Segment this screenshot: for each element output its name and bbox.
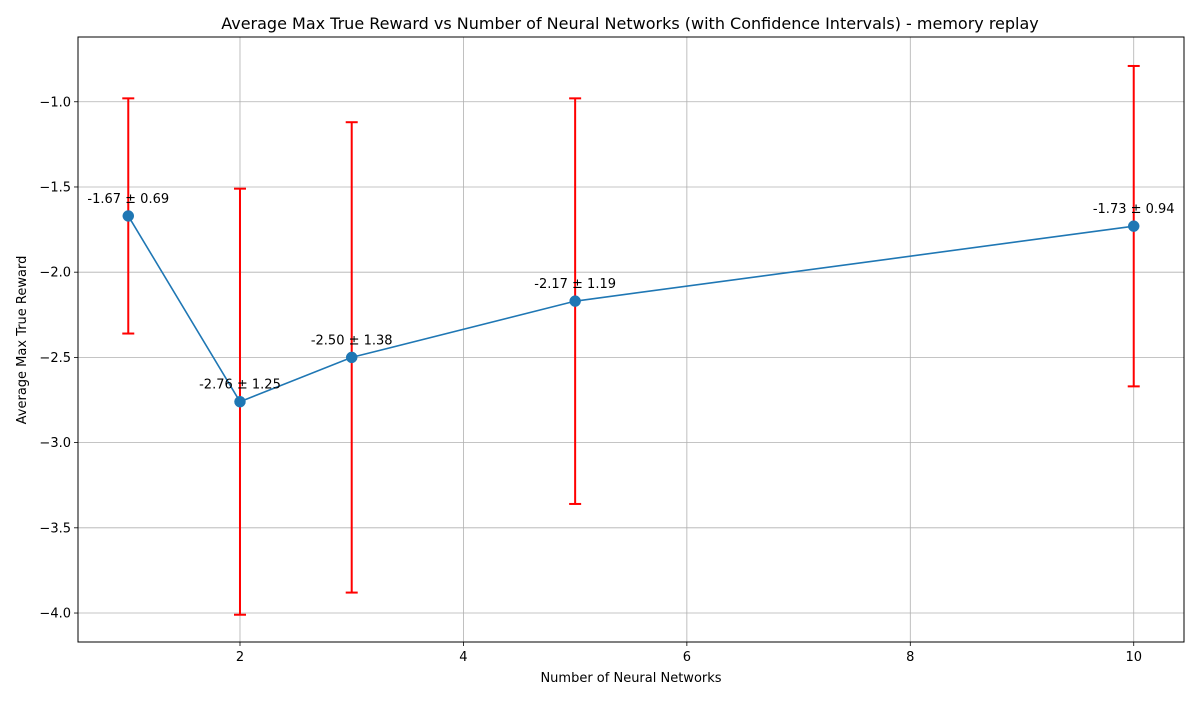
y-tick-label: −2.5 bbox=[39, 351, 71, 366]
y-tick-label: −3.0 bbox=[39, 436, 71, 451]
data-labels: -1.67 ± 0.69 -2.76 ± 1.25 -2.50 ± 1.38 -2.1… bbox=[87, 192, 1174, 393]
data-label: -2.17 ± 1.19 bbox=[534, 277, 616, 292]
x-axis-label: Number of Neural Networks bbox=[540, 671, 721, 686]
data-point bbox=[122, 210, 135, 222]
error-bars bbox=[122, 64, 1140, 616]
x-tick-label: 6 bbox=[683, 650, 691, 665]
x-tick-label: 10 bbox=[1125, 650, 1142, 665]
x-tick-label: 8 bbox=[906, 650, 914, 665]
y-tick-label: −3.5 bbox=[39, 521, 71, 536]
data-point bbox=[345, 351, 358, 364]
series-line-path bbox=[127, 215, 1134, 403]
y-axis-ticks: −4.0 −3.5 −3.0 −2.5 −2.0 −1.5 −1.0 bbox=[39, 95, 78, 622]
data-points bbox=[122, 210, 1140, 408]
y-tick-label: −1.0 bbox=[39, 95, 71, 110]
data-label: -2.76 ± 1.25 bbox=[199, 378, 281, 393]
y-tick-label: −2.0 bbox=[39, 266, 71, 281]
data-point bbox=[569, 295, 581, 307]
y-tick-label: −4.0 bbox=[39, 607, 71, 622]
x-axis-ticks: 2 4 6 8 10 bbox=[236, 642, 1142, 665]
x-tick-label: 2 bbox=[236, 650, 244, 665]
x-tick-label: 4 bbox=[459, 650, 467, 665]
data-label: -2.50 ± 1.38 bbox=[311, 333, 393, 348]
data-label: -1.67 ± 0.69 bbox=[87, 192, 169, 207]
plot-area-frame bbox=[77, 36, 1185, 643]
data-point bbox=[234, 395, 246, 408]
series-line bbox=[127, 215, 1134, 403]
chart-title: Average Max True Reward vs Number of Neu… bbox=[221, 14, 1039, 33]
y-axis-label: Average Max True Reward bbox=[15, 256, 30, 425]
data-label: -1.73 ± 0.94 bbox=[1093, 202, 1175, 217]
grid-lines bbox=[78, 37, 1184, 642]
y-tick-label: −1.5 bbox=[39, 180, 71, 195]
data-point bbox=[1127, 220, 1140, 232]
